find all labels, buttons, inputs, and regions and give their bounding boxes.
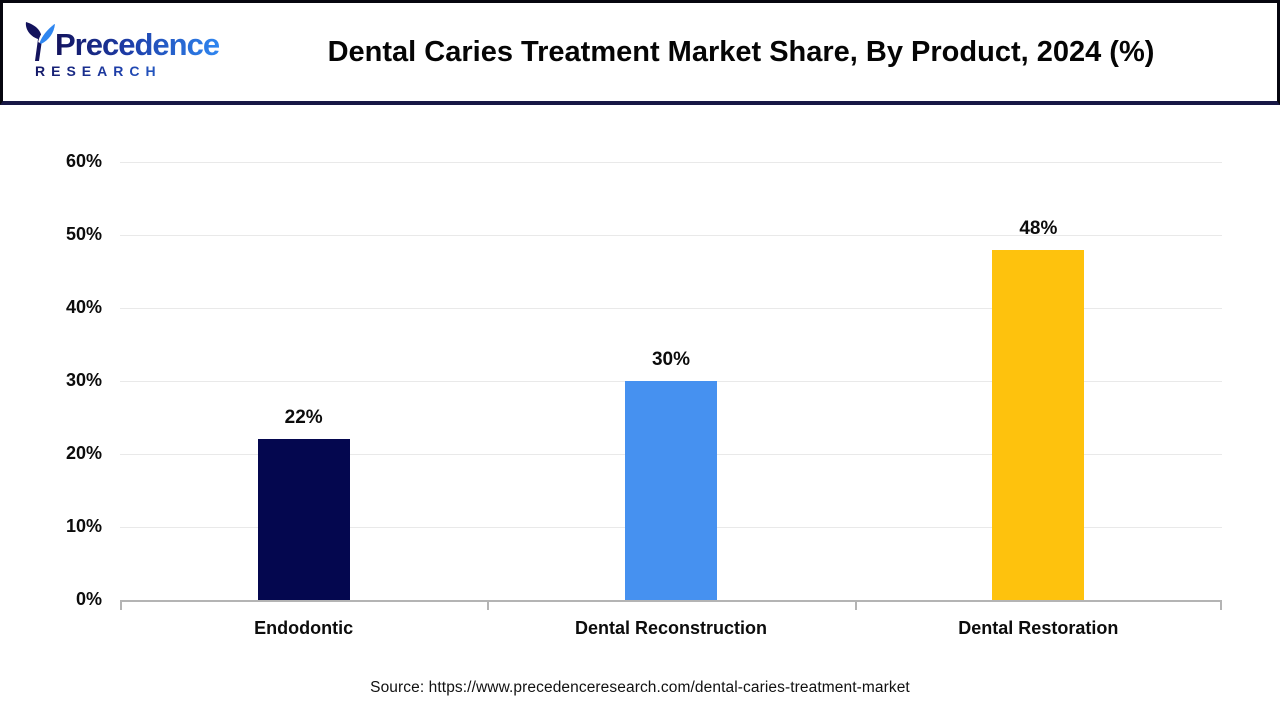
plot-area: 0% 10% 20% 30% 40% 50% 60% 22% Endodontic 30% Dent… <box>66 151 1222 638</box>
axis-tick <box>120 600 122 610</box>
x-axis-line <box>120 600 1222 602</box>
y-axis-label: 30% <box>65 370 102 390</box>
logo-wordmark-row: Precedence <box>23 22 233 65</box>
axis-tick <box>1220 600 1222 610</box>
y-axis-label: 60% <box>65 151 102 171</box>
y-axis-label: 40% <box>65 297 102 317</box>
logo-text-research: RESEARCH <box>23 63 233 79</box>
source-caption: Source: https://www.precedenceresearch.c… <box>370 679 910 696</box>
bar-value-label: 48% <box>1019 217 1058 239</box>
y-axis-label: 0% <box>75 589 102 609</box>
bar-value-label: 30% <box>651 349 691 370</box>
logo-text-precedence: Precedence <box>55 25 220 65</box>
leaf-icon <box>25 22 55 61</box>
x-axis-label: Endodontic <box>254 618 354 638</box>
precedence-research-logo: Precedence RESEARCH <box>3 22 233 79</box>
axis-tick <box>487 600 489 610</box>
axis-tick <box>855 600 857 610</box>
x-axis-label: Dental Restoration <box>958 618 1119 638</box>
x-axis-label: Dental Reconstruction <box>574 618 767 638</box>
gridline <box>120 308 1222 309</box>
y-axis-label: 50% <box>65 224 102 244</box>
gridline <box>120 235 1222 236</box>
y-axis-label: 10% <box>65 516 102 536</box>
gridline <box>120 162 1222 163</box>
bar <box>992 249 1085 600</box>
bar <box>625 381 717 600</box>
y-axis-label: 20% <box>65 443 102 463</box>
bar <box>257 439 350 600</box>
chart-title: Dental Caries Treatment Market Share, By… <box>327 35 1155 68</box>
bar-value-label: 22% <box>284 407 323 429</box>
header-bar: Precedence RESEARCH Dental Caries Treatm… <box>0 0 1280 105</box>
